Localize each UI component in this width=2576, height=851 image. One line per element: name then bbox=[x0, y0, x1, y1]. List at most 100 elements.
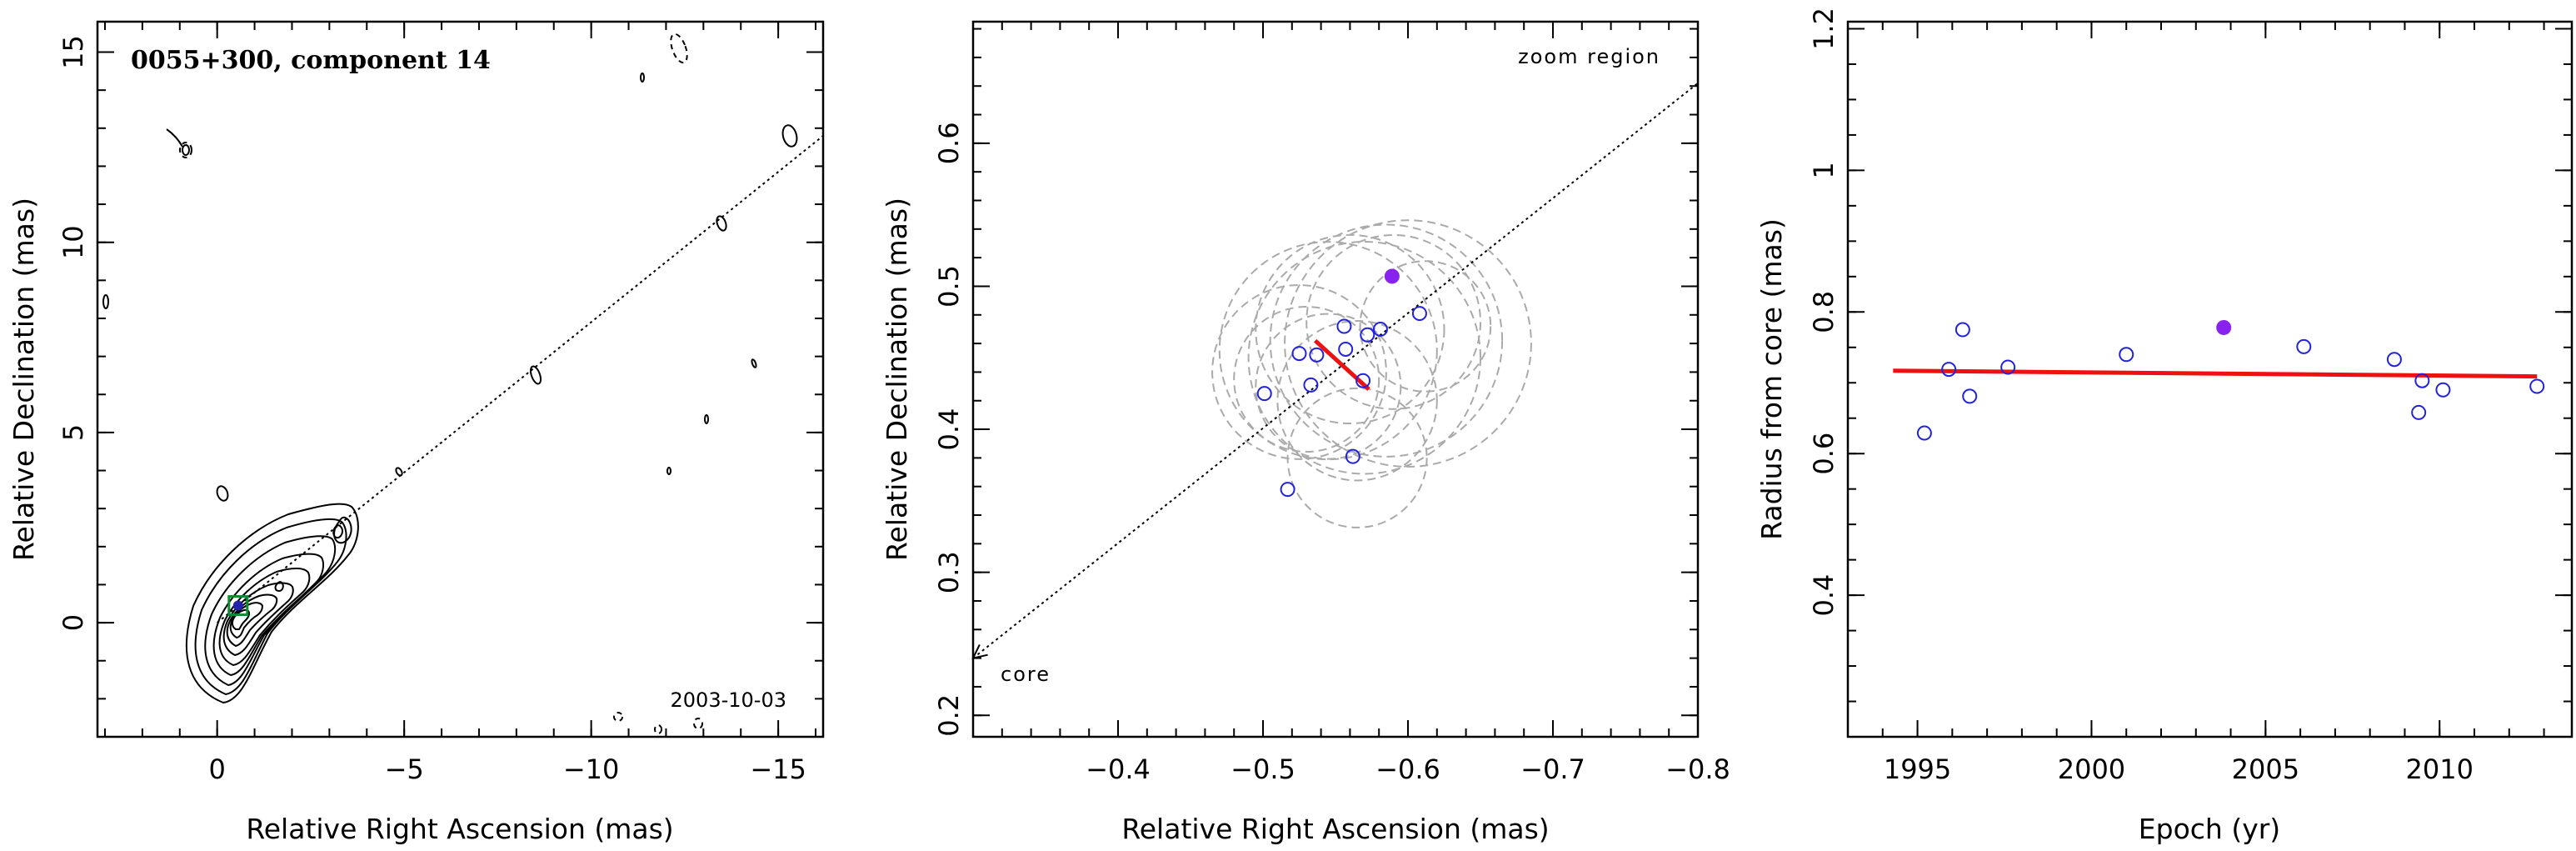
negative-contours bbox=[179, 33, 703, 734]
core-direction-line bbox=[972, 83, 1699, 659]
data-point bbox=[1336, 318, 1352, 334]
x-tick-label: −15 bbox=[750, 753, 806, 785]
data-point bbox=[1916, 425, 1932, 441]
data-point bbox=[1256, 386, 1272, 402]
x-tick-label: −10 bbox=[563, 753, 620, 785]
data-point bbox=[1291, 346, 1307, 362]
x-axis: −0.4 −0.5 −0.6 −0.7 −0.8 bbox=[972, 22, 1730, 785]
y-axis-title: Relative Declination (mas) bbox=[7, 198, 40, 561]
data-point bbox=[1345, 448, 1360, 464]
plot-frame bbox=[1846, 20, 2574, 738]
data-point bbox=[1309, 347, 1325, 363]
beam-circle bbox=[1211, 284, 1387, 460]
data-point bbox=[2296, 338, 2312, 354]
data-point bbox=[1280, 482, 1295, 498]
data-point bbox=[1338, 341, 1354, 357]
highlighted-point bbox=[2216, 319, 2232, 335]
data-point bbox=[2411, 404, 2427, 420]
x-tick-label: −0.8 bbox=[1665, 753, 1730, 785]
beam-circle bbox=[1305, 233, 1481, 410]
y-tick-label: 0.2 bbox=[933, 694, 965, 737]
x-axis: 1995 2000 2005 2010 bbox=[1847, 22, 2545, 785]
x-tick-label: 2005 bbox=[2232, 753, 2299, 785]
data-point bbox=[1954, 322, 1970, 338]
epoch-annotation: 2003-10-03 bbox=[671, 688, 786, 712]
fit-line bbox=[1893, 368, 2538, 379]
data-point bbox=[2435, 382, 2451, 398]
chart-title: 0055+300, component 14 bbox=[131, 46, 491, 75]
jet-contour-levels bbox=[185, 503, 359, 704]
beam-circle bbox=[1233, 306, 1380, 453]
x-tick-label: −0.7 bbox=[1520, 753, 1585, 785]
data-point bbox=[2386, 352, 2402, 368]
beam-circle bbox=[1286, 387, 1428, 528]
y-tick-label: 10 bbox=[57, 225, 89, 259]
y-axis-title: Relative Declination (mas) bbox=[881, 198, 913, 561]
y-axis: 0 5 10 15 bbox=[57, 35, 823, 738]
x-tick-label: −0.5 bbox=[1231, 753, 1295, 785]
x-tick-label: 1995 bbox=[1884, 753, 1951, 785]
data-point bbox=[1355, 373, 1371, 388]
x-tick-label: −5 bbox=[385, 753, 424, 785]
y-tick-label: 0.4 bbox=[933, 408, 965, 451]
jet-direction-line bbox=[217, 135, 824, 623]
component-marker bbox=[227, 595, 249, 617]
y-tick-label: 0 bbox=[57, 614, 89, 631]
beam-circle bbox=[1359, 260, 1492, 393]
x-tick-label: −0.4 bbox=[1086, 753, 1151, 785]
data-point bbox=[2000, 359, 2016, 375]
beam-circle bbox=[1218, 241, 1438, 461]
data-point bbox=[1303, 377, 1319, 393]
fit-line bbox=[1313, 338, 1370, 391]
plot-frame bbox=[971, 20, 1700, 738]
data-points bbox=[1256, 306, 1427, 498]
x-axis-title: Relative Right Ascension (mas) bbox=[246, 813, 673, 845]
beam-circle bbox=[1284, 219, 1532, 468]
y-tick-label: 15 bbox=[57, 35, 89, 69]
zoom-region-label: zoom region bbox=[1518, 45, 1660, 68]
data-point bbox=[1962, 388, 1978, 404]
beam-circle bbox=[1255, 233, 1445, 425]
y-tick-label: 1.2 bbox=[1808, 8, 1840, 50]
data-point bbox=[1941, 362, 1957, 378]
data-point bbox=[1372, 321, 1388, 337]
y-tick-label: 1 bbox=[1808, 162, 1840, 178]
data-point bbox=[2119, 347, 2134, 363]
x-tick-label: 2010 bbox=[2406, 753, 2474, 785]
x-axis: 0 −5 −10 −15 bbox=[103, 22, 817, 785]
x-axis-title: Relative Right Ascension (mas) bbox=[1121, 813, 1549, 845]
beam-circles bbox=[1211, 219, 1532, 528]
component-position bbox=[232, 600, 243, 611]
core-arrowhead bbox=[971, 643, 988, 660]
x-tick-label: 0 bbox=[208, 753, 225, 785]
contour-map bbox=[102, 33, 798, 734]
y-axis-title: Radius from core (mas) bbox=[1755, 218, 1788, 540]
y-axis: 0.4 0.6 0.8 1 1.2 bbox=[1808, 8, 2572, 738]
zoom-region-panel: −0.4 −0.5 −0.6 −0.7 −0.8 0.2 0.3 0.4 0.5 0.6 zoo… bbox=[881, 20, 1730, 845]
data-point bbox=[1360, 327, 1375, 343]
y-tick-label: 0.8 bbox=[1808, 291, 1840, 333]
x-tick-label: 2000 bbox=[2058, 753, 2125, 785]
y-tick-label: 0.3 bbox=[933, 551, 965, 593]
radius-epoch-panel: 1995 2000 2005 2010 0.4 0.6 0.8 1 1.2 Epoch (yr… bbox=[1755, 8, 2574, 845]
beam-circle bbox=[1276, 320, 1438, 482]
data-point bbox=[2414, 373, 2430, 388]
y-tick-label: 0.4 bbox=[1808, 574, 1840, 617]
x-axis-title: Epoch (yr) bbox=[2139, 813, 2280, 845]
data-point bbox=[2529, 378, 2545, 394]
y-tick-label: 5 bbox=[57, 424, 89, 441]
highlighted-point bbox=[1384, 268, 1400, 284]
data-point bbox=[1411, 306, 1427, 322]
beam-circle bbox=[1247, 241, 1482, 475]
data-points bbox=[1916, 322, 2545, 441]
beam-circle bbox=[1269, 223, 1504, 458]
y-tick-label: 0.5 bbox=[933, 265, 965, 308]
core-label: core bbox=[1001, 663, 1051, 686]
y-tick-label: 0.6 bbox=[933, 122, 965, 164]
isolated-contours bbox=[102, 73, 798, 502]
y-axis: 0.2 0.3 0.4 0.5 0.6 bbox=[933, 28, 1698, 737]
x-tick-label: −0.6 bbox=[1375, 753, 1440, 785]
plot-frame bbox=[96, 20, 825, 738]
